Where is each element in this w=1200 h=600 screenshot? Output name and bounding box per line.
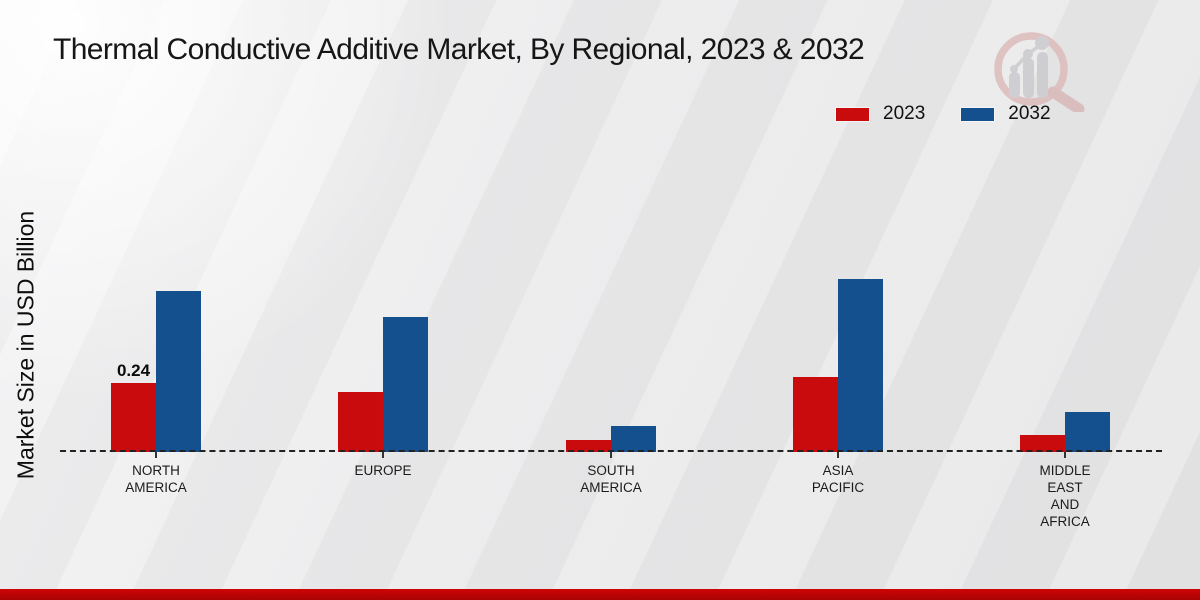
bar-2023-middle-east-and-africa: [1020, 435, 1065, 452]
bar-2023-north-america: [111, 383, 156, 452]
x-axis-tick-north-america: [155, 451, 157, 458]
watermark-logo-icon: [994, 32, 1085, 112]
bar-2023-asia-pacific: [793, 377, 838, 452]
legend-swatch-2032-icon: [961, 107, 995, 121]
bar-2032-europe: [383, 317, 428, 452]
bar-2023-europe: [338, 392, 383, 452]
x-axis-tick-europe: [382, 451, 384, 458]
bar-2032-north-america: [156, 291, 201, 452]
x-axis-baseline: [60, 450, 1162, 452]
x-category-label-middle-east-and-africa: MIDDLE EAST AND AFRICA: [1039, 463, 1091, 529]
bar-2032-south-america: [611, 426, 656, 452]
x-category-label-north-america: NORTH AMERICA: [125, 463, 187, 495]
x-category-label-asia-pacific: ASIA PACIFIC: [811, 463, 865, 495]
bar-value-label-2023-north-america: 0.24: [116, 361, 151, 380]
bar-2023-south-america: [566, 440, 611, 452]
x-axis-tick-south-america: [610, 451, 612, 458]
legend-item-2023: 2023: [836, 103, 925, 125]
x-axis-tick-middle-east-and-africa: [1064, 451, 1066, 458]
x-category-label-south-america: SOUTH AMERICA: [580, 463, 642, 495]
bar-2032-middle-east-and-africa: [1065, 412, 1110, 452]
footer-accent-bar: [0, 589, 1200, 600]
x-category-label-europe: EUROPE: [354, 463, 412, 478]
chart-title: Thermal Conductive Additive Market, By R…: [53, 33, 865, 66]
legend-item-2032: 2032: [961, 103, 1051, 125]
bar-2032-asia-pacific: [838, 279, 883, 452]
legend-label-2023: 2023: [883, 103, 926, 124]
legend-label-2032: 2032: [1008, 103, 1051, 124]
legend: 2023 2032: [836, 103, 1051, 125]
x-axis-tick-asia-pacific: [837, 451, 839, 458]
legend-swatch-2023-icon: [836, 107, 869, 121]
